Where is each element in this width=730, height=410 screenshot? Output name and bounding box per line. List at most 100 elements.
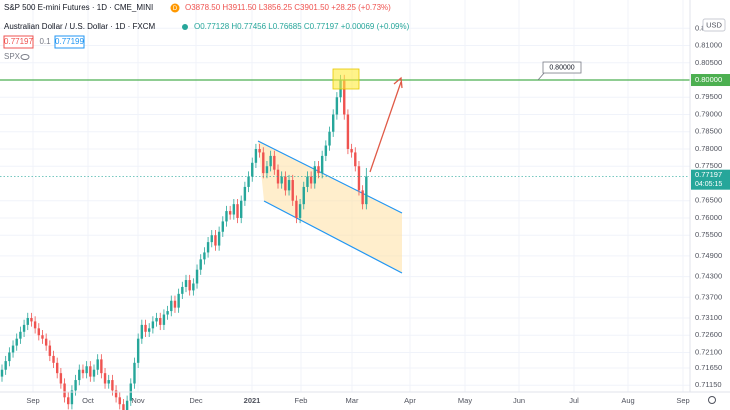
candle-body <box>206 242 210 253</box>
candle-body <box>118 397 121 405</box>
x-tick-label: Aug <box>621 396 634 405</box>
buy-price[interactable]: 0.77199 <box>55 37 84 46</box>
candle-body <box>324 145 328 156</box>
x-tick-label: Jun <box>513 396 525 405</box>
projection-arrow <box>369 81 402 173</box>
level-axis-label: 0.80000 <box>695 75 722 84</box>
candle-body <box>52 355 55 363</box>
candle-body <box>111 380 114 391</box>
y-tick-label: 0.79000 <box>695 109 722 118</box>
candle-body <box>173 300 177 308</box>
candle-body <box>298 204 302 218</box>
y-tick-label: 0.81000 <box>695 41 722 50</box>
candle-body <box>4 361 7 370</box>
candle-body <box>41 335 44 339</box>
legend-symbol[interactable]: S&P 500 E-mini Futures · 1D · CME_MINI <box>4 3 153 12</box>
settings-icon[interactable] <box>708 396 716 404</box>
candle-body <box>144 324 147 332</box>
channel-lower <box>263 200 403 274</box>
candle-body <box>81 369 85 374</box>
candle-body <box>136 338 140 363</box>
legend-symbol[interactable]: Australian Dollar / U.S. Dollar · 1D · F… <box>4 22 155 31</box>
candle-body <box>232 204 236 215</box>
x-tick-label: Nov <box>131 396 145 405</box>
spread: 0.1 <box>39 37 51 46</box>
candle-body <box>181 286 184 294</box>
candle-body <box>365 176 368 205</box>
price-box[interactable] <box>54 35 85 49</box>
candle-body <box>56 362 59 374</box>
candle-body <box>269 155 272 167</box>
candle-body <box>350 148 353 153</box>
y-tick-label: 0.71150 <box>695 380 722 389</box>
candle-body <box>85 366 88 374</box>
candle-body <box>313 166 316 184</box>
candle-body <box>37 328 40 336</box>
currency[interactable]: USD <box>706 20 722 29</box>
eye-icon[interactable] <box>20 54 30 60</box>
indicator-label[interactable]: SPX <box>4 52 21 61</box>
y-tick-label: 0.77500 <box>695 161 722 170</box>
x-tick-label: Apr <box>404 396 416 405</box>
y-tick-label: 0.73700 <box>695 292 722 301</box>
candle-body <box>22 324 26 332</box>
candle-body <box>280 176 283 184</box>
candle-body <box>214 235 217 246</box>
y-tick-label: 0.74300 <box>695 272 722 281</box>
candle-body <box>122 404 125 410</box>
y-tick-label: 0.80500 <box>695 58 722 67</box>
candle-body <box>328 131 331 146</box>
status-dot <box>182 24 188 30</box>
y-tick-label: 0.79500 <box>695 92 722 101</box>
candle-body <box>210 235 213 243</box>
y-tick-label: 0.74900 <box>695 251 722 260</box>
y-tick-label: 0.76000 <box>695 213 722 222</box>
sell-price[interactable]: 0.77197 <box>4 37 33 46</box>
candle-body <box>103 373 107 384</box>
highlight-box <box>332 68 360 90</box>
countdown: 04:05:15 <box>695 181 722 188</box>
candle-body <box>177 293 180 308</box>
candle-body <box>309 176 313 184</box>
candle-body <box>302 186 305 205</box>
candle-body <box>44 338 48 346</box>
candle-body <box>236 204 239 218</box>
badge <box>170 3 180 13</box>
candle-body <box>335 97 339 115</box>
candle-body <box>251 162 254 177</box>
candle-body <box>170 300 173 312</box>
candle-body <box>166 311 169 315</box>
candle-body <box>199 259 202 270</box>
candle-body <box>346 114 350 149</box>
candle-body <box>243 186 247 201</box>
candle-body <box>151 321 155 329</box>
candle-body <box>70 390 74 405</box>
candle-body <box>192 283 195 291</box>
badge-label: D <box>173 6 178 12</box>
arrow-head <box>393 76 403 89</box>
candle-body <box>15 338 18 346</box>
candle-body <box>354 152 357 167</box>
candle-body <box>63 383 66 398</box>
candle-body <box>262 152 265 174</box>
x-tick-label: Sep <box>676 396 689 405</box>
candle-body <box>48 345 52 356</box>
candle-body <box>195 269 199 284</box>
candle-body <box>78 369 81 381</box>
price-box[interactable] <box>3 35 34 49</box>
channel-fill <box>258 141 402 273</box>
candle-body <box>332 114 335 132</box>
last-price-label: 0.77197 <box>695 170 722 179</box>
candle-body <box>125 400 129 410</box>
candle-body <box>59 373 63 384</box>
y-tick-label: 0.71650 <box>695 363 722 372</box>
y-tick-label: 0.76500 <box>695 196 722 205</box>
candle-body <box>258 148 261 153</box>
candle-body <box>33 321 37 329</box>
candle-body <box>30 317 33 322</box>
candle-body <box>26 317 29 325</box>
currency-box[interactable] <box>702 18 726 32</box>
candle-body <box>357 166 361 191</box>
y-tick-label: 0.78500 <box>695 127 722 136</box>
